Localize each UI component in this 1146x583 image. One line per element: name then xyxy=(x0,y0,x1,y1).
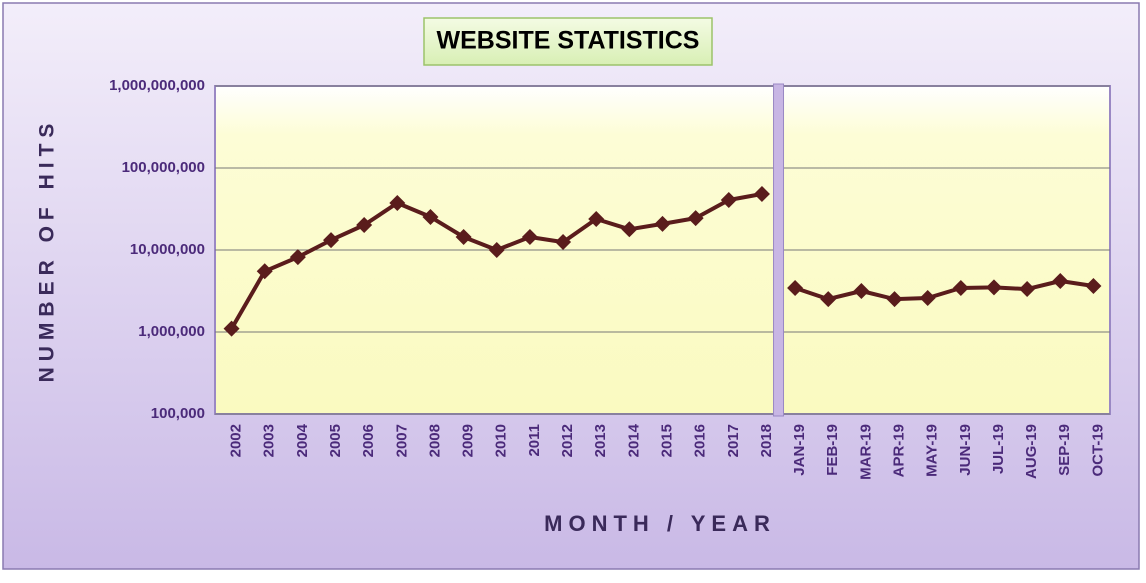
data-point xyxy=(985,279,1002,296)
data-point xyxy=(919,289,936,306)
x-tick-label: 2002 xyxy=(228,424,245,457)
data-point xyxy=(455,229,472,246)
x-tick-label: MAY-19 xyxy=(924,424,941,477)
x-tick-label: OCT-19 xyxy=(1089,424,1106,477)
chart-title: WEBSITE STATISTICS xyxy=(437,27,700,55)
x-tick-label: 2016 xyxy=(692,424,709,457)
data-point xyxy=(389,195,406,212)
x-tick-label: JAN-19 xyxy=(791,424,808,476)
data-point xyxy=(323,232,340,249)
data-point xyxy=(853,283,870,300)
y-tick-label: 100,000,000 xyxy=(122,159,205,176)
x-tick-label: 2013 xyxy=(592,424,609,457)
series-line xyxy=(794,279,1094,302)
x-tick-label: 2005 xyxy=(327,424,344,457)
data-point xyxy=(256,263,273,280)
x-tick-label: 2009 xyxy=(460,424,477,457)
x-tick-label: 2004 xyxy=(294,423,311,457)
x-tick-label: 2010 xyxy=(493,424,510,457)
data-point xyxy=(356,216,373,233)
data-point xyxy=(1052,272,1069,289)
y-tick-label: 10,000,000 xyxy=(130,241,205,258)
x-axis-label: MONTH / YEAR xyxy=(544,511,776,536)
data-point xyxy=(422,208,439,225)
data-point xyxy=(588,210,605,227)
data-point xyxy=(1019,281,1036,298)
x-tick-label: 2011 xyxy=(526,424,543,457)
x-tick-label: 2008 xyxy=(426,424,443,457)
data-point xyxy=(687,210,704,227)
x-tick-label: 2003 xyxy=(261,424,278,457)
x-tick-label: JUL-19 xyxy=(990,424,1007,474)
y-tick-label: 100,000 xyxy=(151,405,205,422)
data-point xyxy=(488,242,505,258)
x-tick-label: SEP-19 xyxy=(1056,424,1073,476)
x-tick-label: 2014 xyxy=(625,423,642,457)
x-tick-label: 2012 xyxy=(559,424,576,457)
data-point xyxy=(787,280,804,297)
x-tick-label: 2015 xyxy=(658,424,675,457)
data-point xyxy=(621,221,638,238)
data-point xyxy=(886,291,903,308)
x-tick-label: FEB-19 xyxy=(824,424,841,476)
x-tick-label: 2017 xyxy=(725,424,742,457)
x-tick-label: MAR-19 xyxy=(857,424,874,480)
data-point xyxy=(952,280,969,297)
data-point xyxy=(289,249,306,266)
section-divider xyxy=(773,83,785,417)
title-box xyxy=(423,17,713,66)
data-point xyxy=(753,185,770,202)
x-tick-label: APR-19 xyxy=(891,424,908,477)
y-axis-label: NUMBER OF HITS xyxy=(36,118,59,383)
y-tick-label: 1,000,000,000 xyxy=(109,77,205,94)
x-tick-label: 2018 xyxy=(758,424,775,457)
x-tick-label: 2007 xyxy=(393,424,410,457)
y-tick-label: 1,000,000 xyxy=(138,323,205,340)
data-point xyxy=(223,320,240,337)
data-point xyxy=(521,229,538,246)
x-tick-label: AUG-19 xyxy=(1023,424,1040,479)
x-tick-label: JUN-19 xyxy=(957,424,974,476)
data-point xyxy=(654,215,671,232)
data-point xyxy=(820,291,837,308)
x-tick-label: 2006 xyxy=(360,424,377,457)
data-point xyxy=(720,192,737,209)
data-point xyxy=(1085,277,1102,294)
data-point xyxy=(555,234,572,251)
